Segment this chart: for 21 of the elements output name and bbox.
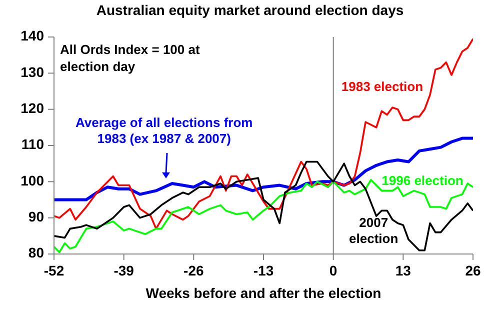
y-tick-label: 90: [28, 208, 44, 225]
annotation: All Ords Index = 100 at election day: [60, 41, 201, 75]
text: Average of all elections from 1983 (ex 1987 & 2007): [74, 114, 254, 147]
x-tick-label: -13: [253, 262, 274, 279]
y-tick-label: 80: [28, 244, 44, 261]
chart-title: Australian equity market around election days: [95, 2, 405, 18]
x-axis-title: Weeks before and after the election: [146, 285, 382, 301]
x-tick-label: -39: [114, 262, 134, 279]
x-tick-label: -52: [44, 262, 64, 279]
y-tick-label: 120: [20, 100, 44, 116]
y-tick-label: 100: [20, 172, 44, 188]
x-tick-label: 0: [329, 262, 338, 279]
series-label: 1983 election: [341, 78, 424, 95]
y-tick-label: 110: [21, 136, 44, 152]
series-label: 1996 election: [382, 173, 464, 190]
y-tick-label: 130: [20, 64, 44, 80]
x-tick-label: -26: [184, 262, 204, 279]
series-label: 2007 election: [348, 214, 400, 247]
x-tick-label: 26: [465, 262, 481, 279]
x-tick-label: 13: [395, 262, 412, 279]
y-tick-label: 140: [20, 28, 44, 44]
